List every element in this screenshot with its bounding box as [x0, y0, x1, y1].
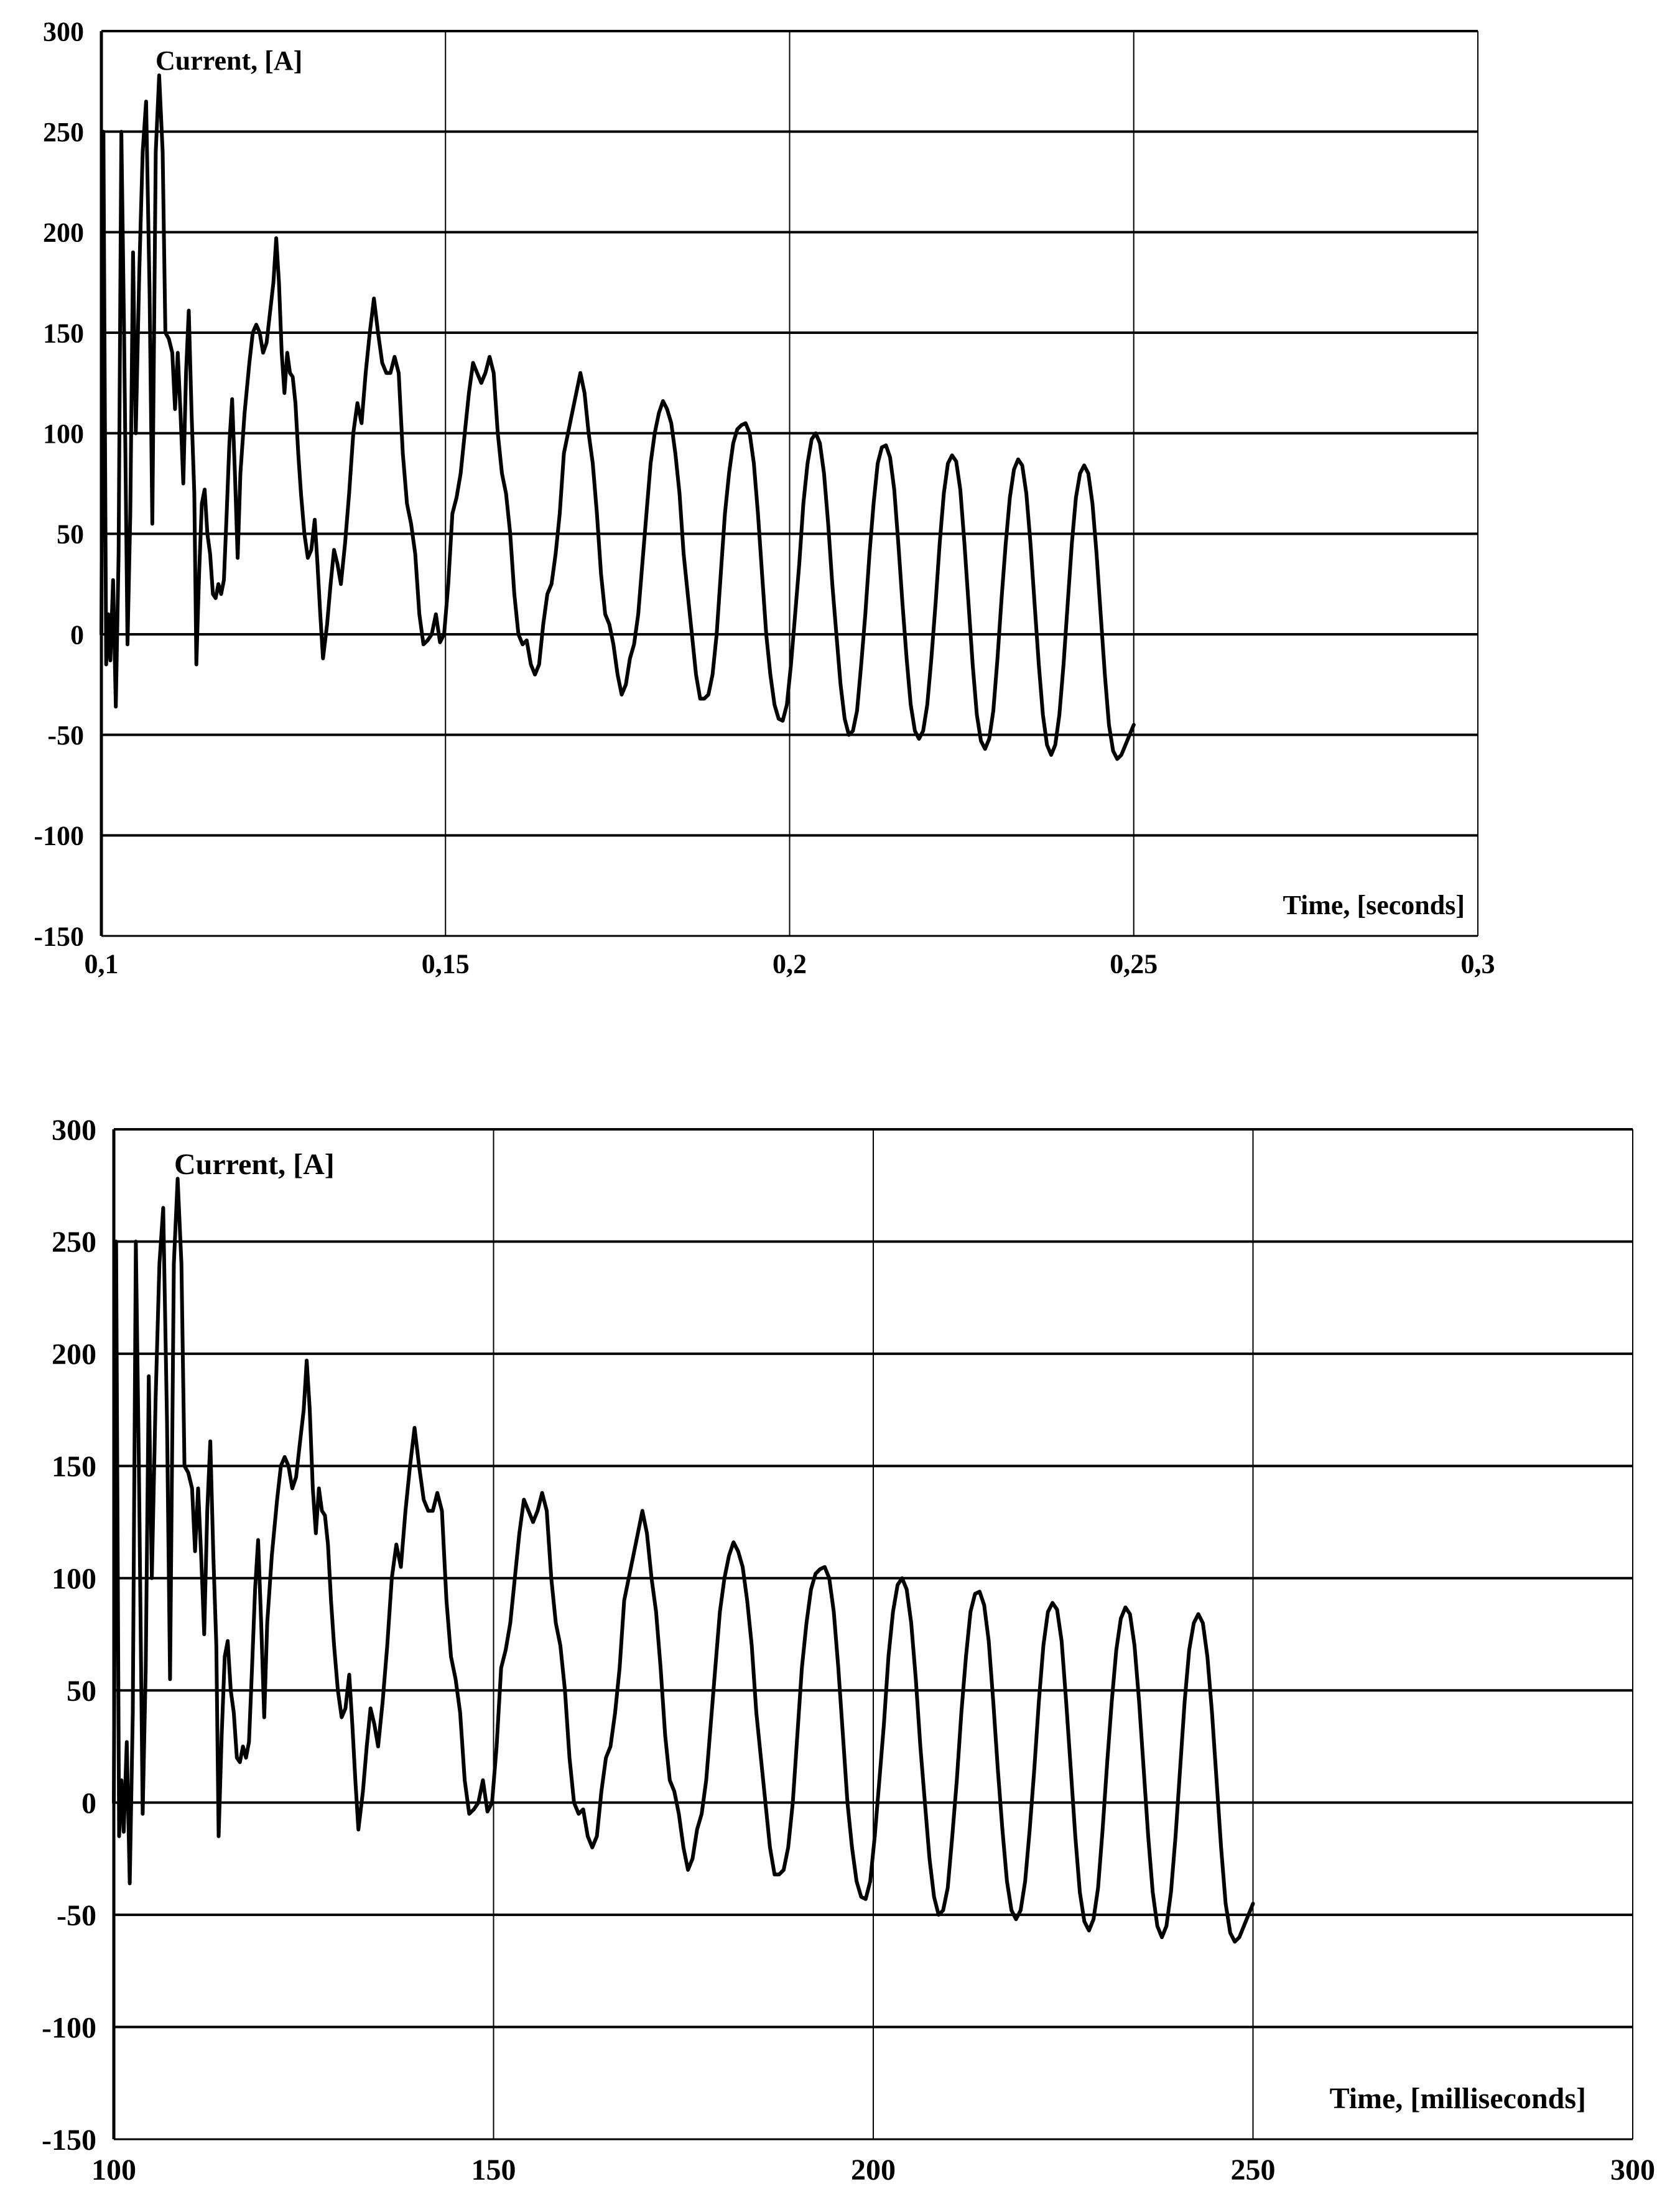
y-tick-label: 100 — [43, 419, 84, 449]
y-tick-label: 150 — [43, 318, 84, 348]
x-tick-label: 250 — [1231, 2154, 1276, 2187]
x-tick-label: 300 — [1610, 2154, 1655, 2187]
x-tick-label: 150 — [471, 2154, 516, 2187]
x-tick-label: 0,15 — [422, 948, 470, 979]
x-axis-label: Time, [seconds] — [1283, 890, 1465, 920]
x-tick-label: 200 — [851, 2154, 896, 2187]
y-tick-label: -50 — [57, 1899, 96, 1932]
y-axis-label: Current, [A] — [174, 1148, 335, 1181]
y-tick-label: 0 — [81, 1787, 96, 1820]
y-tick-label: 150 — [52, 1450, 96, 1483]
y-tick-label: 300 — [52, 1114, 96, 1147]
chart-current-milliseconds: 300 250 200 150 100 50 0 -50 -100 -150 100 150 200 25… — [0, 1107, 1680, 2212]
y-tick-label: 250 — [43, 117, 84, 147]
y-tick-label: -100 — [34, 821, 84, 851]
y-tick-label: -150 — [34, 921, 84, 951]
current-series-line — [100, 73, 1136, 761]
x-tick-label: 0,3 — [1461, 948, 1495, 979]
y-tick-label: 200 — [43, 218, 84, 248]
chart-current-seconds: 300 250 200 150 100 50 0 -50 -100 -150 0,1 0,15 0,2 0… — [0, 0, 1680, 1020]
y-tick-label: 50 — [67, 1675, 96, 1708]
current-series-line — [112, 1177, 1255, 1944]
y-tick-label: 250 — [52, 1226, 96, 1259]
y-tick-label: 300 — [43, 16, 84, 47]
x-tick-label: 100 — [91, 2154, 136, 2187]
y-tick-label: -100 — [42, 2011, 96, 2044]
x-tick-label: 0,25 — [1110, 948, 1158, 979]
y-axis-label: Current, [A] — [155, 45, 302, 76]
y-tick-label: -150 — [42, 2124, 96, 2157]
y-tick-label: -50 — [47, 720, 84, 751]
x-tick-label: 0,2 — [773, 948, 807, 979]
x-axis-label: Time, [milliseconds] — [1330, 2082, 1586, 2115]
y-tick-label: 0 — [70, 619, 84, 650]
y-tick-label: 50 — [57, 519, 84, 550]
y-tick-label: 200 — [52, 1338, 96, 1371]
y-tick-label: 100 — [52, 1563, 96, 1596]
x-tick-label: 0,1 — [85, 948, 119, 979]
